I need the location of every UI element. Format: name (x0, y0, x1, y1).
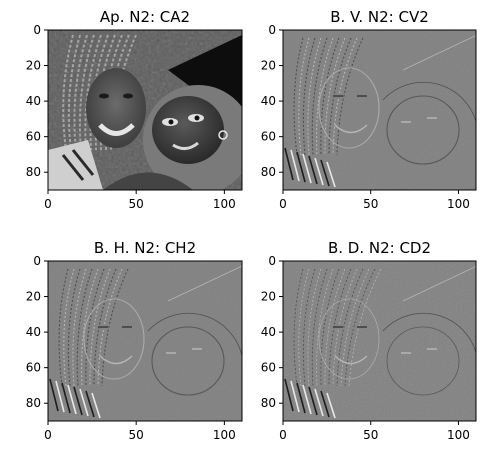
y-tick-label: 0 (33, 254, 41, 268)
x-tick-label: 0 (44, 197, 52, 211)
y-tick-label: 20 (261, 59, 276, 73)
y-tick-label: 80 (26, 165, 41, 179)
y-tick-label: 80 (261, 165, 276, 179)
panel-horizontal-detail: B. H. N2: CH2 0 50 100 0 20 40 60 80 (26, 239, 243, 442)
image-approximation (48, 30, 242, 190)
axes-frame (282, 29, 477, 191)
panel-title: B. V. N2: CV2 (330, 8, 429, 26)
x-tick-label: 50 (129, 197, 144, 211)
axes-frame (47, 260, 243, 422)
y-tick-label: 40 (261, 325, 276, 339)
panel-title: Ap. N2: CA2 (100, 8, 190, 26)
panel-approximation: Ap. N2: CA2 0 50 100 0 20 40 60 80 (26, 8, 243, 211)
x-tick-label: 0 (279, 428, 287, 442)
y-tick-label: 40 (26, 325, 41, 339)
panel-title: B. D. N2: CD2 (328, 239, 431, 257)
x-tick-label: 100 (447, 428, 470, 442)
y-tick-label: 20 (26, 290, 41, 304)
y-tick-label: 80 (26, 396, 41, 410)
y-tick-label: 20 (261, 290, 276, 304)
panel-diagonal-detail: B. D. N2: CD2 0 50 100 0 20 40 60 80 (261, 239, 477, 442)
image-horizontal-detail (48, 261, 242, 421)
y-tick-label: 0 (33, 23, 41, 37)
axes-frame (282, 260, 477, 422)
y-tick-label: 20 (26, 59, 41, 73)
panel-vertical-detail: B. V. N2: CV2 0 50 100 0 20 40 60 80 (261, 8, 477, 211)
y-tick-label: 40 (261, 94, 276, 108)
y-tick-label: 60 (26, 361, 41, 375)
x-tick-label: 100 (213, 197, 236, 211)
x-tick-label: 0 (44, 428, 52, 442)
x-tick-label: 100 (213, 428, 236, 442)
x-tick-label: 50 (363, 197, 378, 211)
panel-title: B. H. N2: CH2 (94, 239, 196, 257)
x-tick-label: 50 (363, 428, 378, 442)
y-tick-label: 60 (261, 130, 276, 144)
y-tick-label: 60 (261, 361, 276, 375)
y-tick-label: 0 (268, 23, 276, 37)
image-diagonal-detail (283, 261, 476, 421)
x-tick-label: 50 (129, 428, 144, 442)
axes-frame (47, 29, 243, 191)
x-tick-label: 100 (447, 197, 470, 211)
y-tick-label: 80 (261, 396, 276, 410)
y-tick-label: 60 (26, 130, 41, 144)
image-vertical-detail (283, 30, 476, 190)
y-tick-label: 0 (268, 254, 276, 268)
y-tick-label: 40 (26, 94, 41, 108)
x-tick-label: 0 (279, 197, 287, 211)
